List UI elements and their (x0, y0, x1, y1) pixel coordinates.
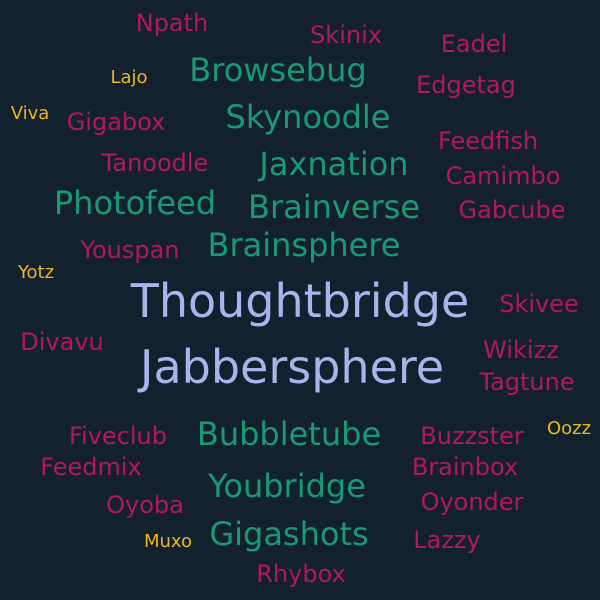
word-feedmix: Feedmix (40, 453, 142, 481)
word-skivee: Skivee (499, 290, 579, 318)
word-brainsphere: Brainsphere (207, 226, 401, 264)
word-thoughtbridge: Thoughtbridge (130, 274, 470, 328)
word-lajo: Lajo (110, 67, 148, 88)
word-camimbo: Camimbo (445, 162, 561, 190)
word-feedfish: Feedfish (437, 127, 539, 155)
word-divavu: Divavu (20, 328, 104, 356)
word-oyonder: Oyonder (420, 488, 524, 516)
word-tagtune: Tagtune (479, 368, 575, 396)
word-bubbletube: Bubbletube (196, 415, 382, 453)
word-npath: Npath (135, 9, 209, 37)
word-youspan: Youspan (80, 236, 180, 264)
word-fiveclub: Fiveclub (68, 422, 168, 450)
word-skinix: Skinix (310, 21, 382, 49)
word-lazzy: Lazzy (413, 526, 481, 554)
word-oozz: Oozz (546, 418, 592, 439)
word-yotz: Yotz (17, 262, 55, 283)
word-gabcube: Gabcube (458, 196, 566, 224)
word-youbridge: Youbridge (208, 467, 366, 505)
word-brainverse: Brainverse (247, 188, 421, 226)
word-jabbersphere: Jabbersphere (139, 340, 445, 394)
word-wikizz: Wikizz (483, 336, 559, 364)
word-rhybox: Rhybox (256, 560, 346, 588)
word-skynoodle: Skynoodle (225, 98, 391, 136)
word-oyoba: Oyoba (106, 491, 184, 519)
word-muxo: Muxo (143, 531, 193, 552)
word-brainbox: Brainbox (411, 453, 519, 481)
word-buzzster: Buzzster (420, 422, 524, 450)
word-edgetag: Edgetag (416, 71, 516, 99)
word-photofeed: Photofeed (53, 184, 217, 222)
word-gigashots: Gigashots (209, 515, 369, 553)
word-browsebug: Browsebug (189, 51, 367, 89)
word-viva: Viva (10, 103, 50, 124)
word-gigabox: Gigabox (66, 108, 166, 136)
word-jaxnation: Jaxnation (259, 145, 409, 183)
word-eadel: Eadel (440, 30, 508, 58)
word-tanoodle: Tanoodle (101, 149, 209, 177)
